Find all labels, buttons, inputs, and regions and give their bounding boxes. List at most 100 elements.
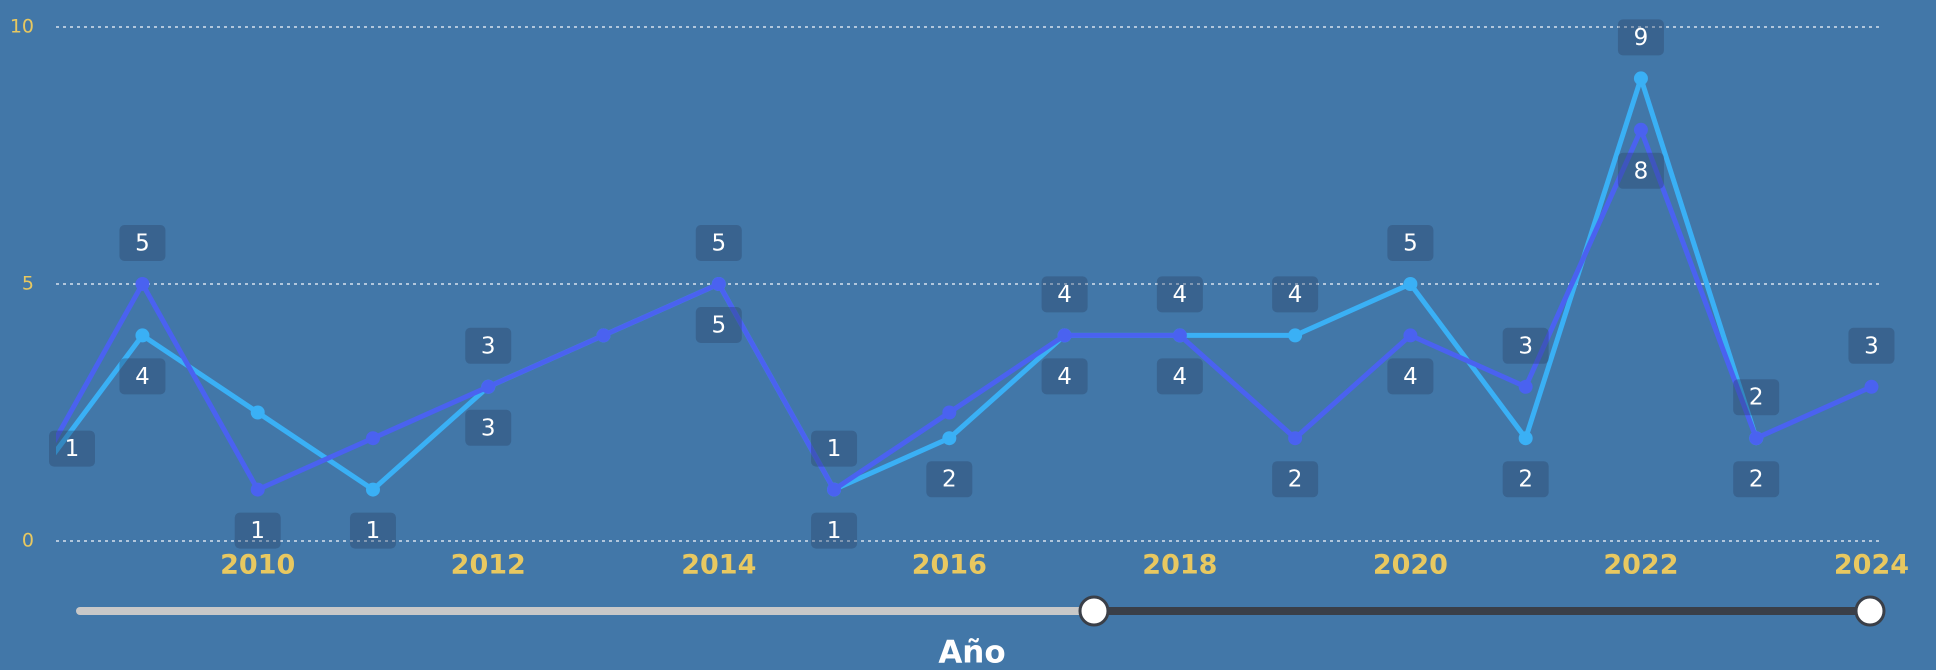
- data-label-box: [1502, 327, 1549, 364]
- data-label-box: [349, 512, 396, 549]
- data-label: 1: [250, 518, 265, 544]
- data-point: [1633, 71, 1648, 86]
- data-label: 3: [1518, 333, 1533, 359]
- data-label-box: [49, 430, 95, 467]
- data-label: 1: [827, 436, 842, 462]
- data-label-box: [1272, 276, 1319, 313]
- data-label: 4: [1173, 364, 1188, 390]
- data-point: [1172, 328, 1187, 343]
- data-label: 2: [1749, 467, 1764, 493]
- grid: 0 5 10 2010 2012 2014 2016 2018 2020 2022 2024: [10, 16, 1909, 581]
- data-label-box: [1272, 461, 1319, 498]
- data-point: [365, 482, 380, 497]
- data-label-box: [465, 327, 512, 364]
- data-label: 5: [711, 231, 726, 257]
- data-label: 2: [1518, 467, 1533, 493]
- slider-handle-start[interactable]: [1078, 595, 1110, 627]
- data-label-box: [1617, 19, 1664, 56]
- data-label: 4: [1057, 282, 1072, 308]
- data-label: 4: [135, 364, 150, 390]
- data-point: [1403, 328, 1418, 343]
- data-point: [135, 328, 150, 343]
- data-label-box: [465, 409, 512, 446]
- data-point: [1518, 431, 1533, 446]
- data-label-box: [234, 512, 281, 549]
- data-label: 5: [135, 231, 150, 257]
- data-point: [942, 405, 957, 420]
- data-point: [481, 379, 496, 394]
- data-label-box: [811, 512, 858, 549]
- data-label: 4: [1057, 364, 1072, 390]
- y-tick-label: 0: [22, 530, 34, 552]
- data-label-box: [1733, 379, 1780, 416]
- data-label-box: [1041, 276, 1088, 313]
- data-label-box: [119, 225, 166, 261]
- data-point: [365, 431, 380, 446]
- data-point: [1057, 328, 1072, 343]
- data-point: [1518, 379, 1533, 394]
- data-label: 1: [827, 518, 842, 544]
- x-tick-label: 2010: [220, 550, 295, 581]
- data-point: [135, 277, 150, 291]
- data-label: 1: [366, 518, 381, 544]
- data-point: [596, 328, 611, 343]
- slider-label: Año: [938, 635, 1005, 670]
- data-label-box: [1502, 461, 1549, 498]
- data-label-box: [811, 430, 858, 467]
- data-label: 5: [1403, 231, 1418, 257]
- data-label: 9: [1634, 25, 1649, 51]
- data-label-box: [695, 307, 742, 343]
- data-point: [1749, 431, 1764, 446]
- data-label: 3: [481, 415, 496, 441]
- x-tick-label: 2024: [1834, 550, 1909, 581]
- x-tick-label: 2012: [451, 550, 526, 581]
- data-label: 3: [481, 333, 496, 359]
- data-label: 5: [711, 313, 726, 339]
- data-label-box: [1156, 358, 1203, 395]
- data-point: [827, 482, 842, 497]
- data-label: 4: [1173, 282, 1188, 308]
- data-label: 8: [1634, 158, 1649, 184]
- data-point: [1864, 379, 1879, 394]
- data-label: 2: [1288, 467, 1303, 493]
- data-label: 1: [65, 436, 80, 462]
- data-label-box: [926, 461, 973, 498]
- x-tick-label: 2018: [1142, 550, 1217, 581]
- data-label-box: [1041, 358, 1088, 395]
- x-tick-label: 2020: [1373, 550, 1448, 581]
- x-tick-label: 2022: [1603, 550, 1678, 581]
- y-tick-label: 5: [22, 273, 34, 295]
- data-label-box: [1156, 276, 1203, 313]
- data-point: [20, 483, 34, 497]
- data-point: [711, 277, 726, 291]
- data-label-box: [1387, 225, 1434, 261]
- data-point: [1403, 277, 1418, 291]
- slider-handle-end[interactable]: [1854, 595, 1886, 627]
- data-label-box: [1387, 358, 1434, 395]
- data-label: 4: [1403, 364, 1418, 390]
- data-point: [1288, 328, 1303, 343]
- slider-track-active: [1094, 607, 1870, 615]
- data-point: [250, 405, 265, 420]
- x-tick-label: 2014: [681, 550, 756, 581]
- data-label-box: [1617, 152, 1664, 189]
- data-label-box: [119, 358, 166, 395]
- data-point: [942, 431, 957, 446]
- plot-area: [20, 71, 1879, 497]
- data-label-box: [1733, 461, 1780, 498]
- data-point: [20, 483, 34, 497]
- slider-track-inactive: [76, 607, 1094, 615]
- data-label: 3: [1864, 333, 1879, 359]
- x-tick-label: 2016: [912, 550, 987, 581]
- data-label: 2: [1749, 385, 1764, 411]
- data-label-box: [695, 225, 742, 261]
- labels: 1 4 5 1 1 3 3 5 5 1 1 2 4 4 4 4 4 2 5 4 2 3 9 8 2 2 3: [49, 19, 1895, 549]
- range-slider[interactable]: [76, 595, 1886, 627]
- data-label: 4: [1288, 282, 1303, 308]
- data-label: 2: [942, 467, 957, 493]
- data-point: [1288, 431, 1303, 446]
- y-tick-label: 10: [10, 16, 34, 38]
- data-label-box: [1848, 327, 1895, 364]
- data-point: [250, 482, 265, 497]
